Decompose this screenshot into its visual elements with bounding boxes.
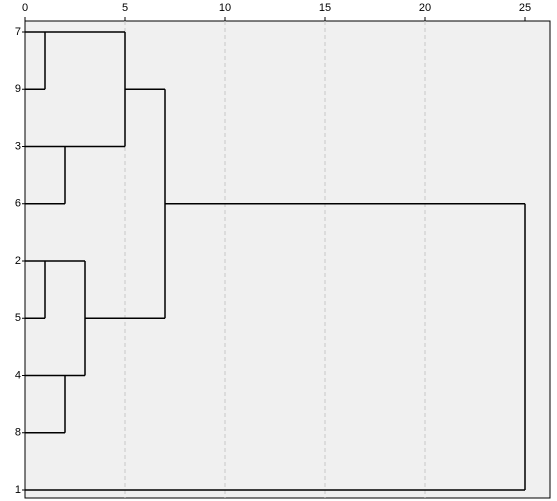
x-tick-label: 0 (22, 2, 28, 14)
x-tick-label: 10 (219, 2, 231, 14)
leaf-label: 7 (15, 26, 21, 38)
x-tick-label: 15 (319, 2, 331, 14)
leaf-label: 6 (15, 198, 21, 210)
x-tick-label: 5 (122, 2, 128, 14)
leaf-label: 3 (15, 140, 21, 152)
leaf-label: 9 (15, 83, 21, 95)
leaf-label: 4 (15, 369, 21, 381)
plot-area (24, 20, 551, 499)
x-tick-label: 25 (519, 2, 531, 14)
leaf-label: 5 (15, 312, 21, 324)
leaf-label: 2 (15, 255, 21, 267)
leaf-label: 8 (15, 427, 21, 439)
leaf-label: 1 (15, 484, 21, 496)
x-tick-label: 20 (419, 2, 431, 14)
